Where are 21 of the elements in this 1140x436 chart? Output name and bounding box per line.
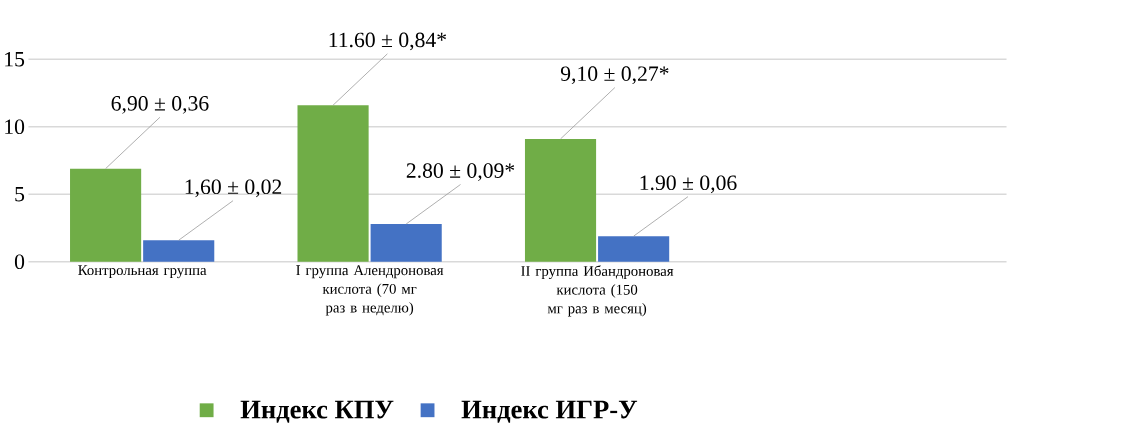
bar [143,240,215,262]
y-tick-label: 10 [5,119,25,135]
bar [598,236,670,262]
legend-label: Индекс ИГР-У [461,400,638,423]
bar [524,139,597,262]
data-label: 11.60 ± 0,84* [329,32,447,51]
x-tick-label: I группа Алендроновая кислота (70 мг раз в неделю) [296,265,444,316]
data-label: 6,90 ± 0,36 [111,96,209,114]
bar [297,105,369,262]
y-tick-label: 0 [14,254,25,270]
data-label: 1,60 ± 0,02 [185,179,282,198]
legend-label: Индекс КПУ [240,400,394,423]
data-label: 9,10 ± 0,27* [560,66,669,85]
data-label: 2.80 ± 0,09* [406,163,515,182]
y-tick-label: 15 [5,52,25,67]
bar [70,168,142,262]
y-tick-label: 5 [15,187,25,202]
bar [370,224,442,262]
x-tick-label: Контрольная группа [78,265,207,279]
data-label: 1.90 ± 0,06 [640,175,737,194]
x-tick-label: II группа Ибандроновая кислота (150 мг раз в месяц) [521,265,674,317]
